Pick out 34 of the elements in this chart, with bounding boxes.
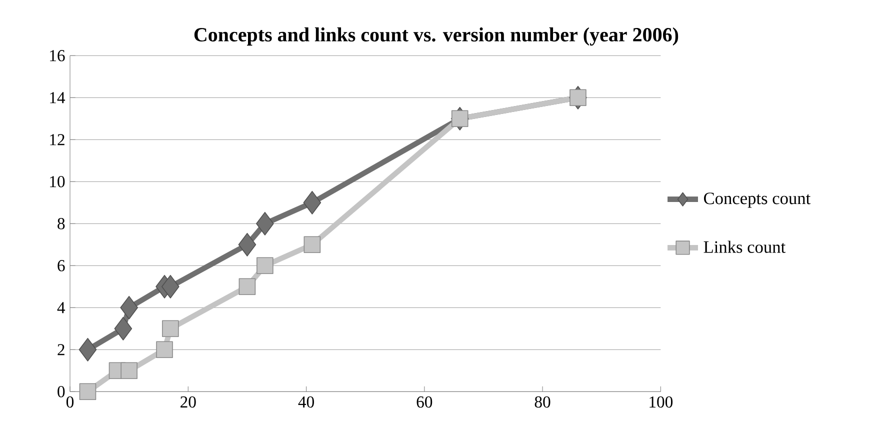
point bbox=[78, 338, 97, 362]
point bbox=[238, 232, 256, 256]
x-tick-label: 40 bbox=[298, 396, 314, 408]
x-tick-label: 0 bbox=[66, 396, 74, 408]
point bbox=[120, 296, 138, 320]
point bbox=[156, 341, 173, 358]
y-tick-label: 6 bbox=[58, 260, 65, 272]
y-tick-label: 14 bbox=[50, 92, 66, 104]
y-tick-label: 12 bbox=[50, 134, 64, 146]
y-tick-label: 4 bbox=[57, 302, 66, 314]
x-tick-label: 60 bbox=[416, 396, 432, 408]
chart-title: Concepts and links count vs. version number (year 2006) bbox=[194, 27, 678, 46]
y-tick-label: 10 bbox=[50, 176, 65, 188]
point bbox=[238, 278, 256, 296]
y-tick-label: 2 bbox=[58, 344, 64, 356]
point bbox=[451, 110, 468, 128]
point bbox=[79, 383, 96, 400]
point bbox=[114, 316, 132, 340]
x-tick-label: 20 bbox=[180, 396, 196, 408]
point bbox=[304, 236, 321, 254]
legend-label: Concepts count bbox=[704, 192, 811, 208]
point bbox=[570, 89, 586, 106]
point bbox=[120, 362, 138, 380]
legend-label: Links count bbox=[704, 240, 786, 253]
y-tick-label: 16 bbox=[50, 50, 65, 62]
point bbox=[162, 274, 180, 298]
y-tick-label: 8 bbox=[58, 218, 65, 230]
x-tick-label: 80 bbox=[534, 396, 550, 408]
point bbox=[256, 212, 274, 236]
point bbox=[303, 190, 322, 214]
y-tick-label: 0 bbox=[58, 386, 65, 398]
point bbox=[162, 320, 179, 338]
x-tick-label: 100 bbox=[650, 396, 673, 408]
point bbox=[256, 257, 274, 274]
